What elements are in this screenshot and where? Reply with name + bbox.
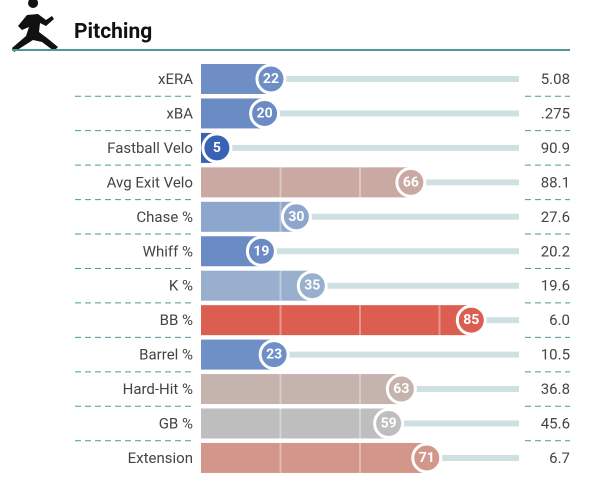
percentile-label: 30 xyxy=(288,209,304,225)
percentile-dot xyxy=(245,235,277,267)
stat-value: 6.7 xyxy=(549,449,570,467)
stat-value: 10.5 xyxy=(541,346,570,364)
stat-value: 6.0 xyxy=(549,311,570,329)
bar xyxy=(201,374,402,405)
metric-label: Extension xyxy=(128,449,193,467)
stat-value: 90.9 xyxy=(541,139,570,157)
stat-value: 45.6 xyxy=(541,415,570,433)
metric-label: xERA xyxy=(158,70,193,88)
percentile-dot xyxy=(280,201,312,233)
stat-value: 19.6 xyxy=(541,277,570,295)
percentile-label: 59 xyxy=(381,416,397,432)
percentile-dot xyxy=(249,97,281,129)
percentile-label: 35 xyxy=(304,278,320,294)
percentile-label: 20 xyxy=(257,105,273,121)
percentile-label: 85 xyxy=(463,312,479,328)
bar xyxy=(201,201,297,232)
bar xyxy=(201,167,411,198)
metric-label: xBA xyxy=(166,104,193,122)
percentile-label: 66 xyxy=(403,174,419,190)
bar xyxy=(201,305,472,336)
metric-label: Fastball Velo xyxy=(107,139,193,157)
percentile-dot xyxy=(296,270,328,302)
percentile-dot xyxy=(395,166,427,198)
percentile-label: 22 xyxy=(263,71,279,87)
stat-value: .275 xyxy=(541,104,570,122)
metric-label: K % xyxy=(169,277,193,295)
percentile-dot xyxy=(201,132,233,164)
percentile-label: 5 xyxy=(213,140,221,156)
pitcher-icon xyxy=(12,0,58,52)
percentile-label: 71 xyxy=(419,450,435,466)
metric-label: Barrel % xyxy=(139,346,193,364)
stat-value: 36.8 xyxy=(541,380,570,398)
percentile-label: 19 xyxy=(253,243,269,259)
percentile-dot xyxy=(373,408,405,439)
stat-value: 20.2 xyxy=(541,242,570,260)
bar xyxy=(201,442,427,473)
metric-label: BB % xyxy=(160,311,193,329)
bar xyxy=(201,270,313,301)
metric-label: Whiff % xyxy=(143,242,193,260)
percentile-label: 23 xyxy=(266,347,282,363)
bar xyxy=(201,408,389,439)
percentile-dot xyxy=(455,304,487,336)
percentile-dot xyxy=(255,63,287,95)
percentile-label: 63 xyxy=(393,381,409,397)
percentile-dot xyxy=(385,373,417,405)
metric-label: Avg Exit Velo xyxy=(107,173,193,191)
stat-value: 5.08 xyxy=(541,70,570,88)
stat-value: 27.6 xyxy=(541,208,570,226)
percentile-dot xyxy=(258,339,290,371)
metric-label: Hard-Hit % xyxy=(123,380,193,398)
stat-value: 88.1 xyxy=(541,173,570,191)
metric-label: GB % xyxy=(159,415,193,433)
metric-label: Chase % xyxy=(136,208,193,226)
chart-title: Pitching xyxy=(74,20,152,44)
percentile-dot xyxy=(411,442,443,474)
